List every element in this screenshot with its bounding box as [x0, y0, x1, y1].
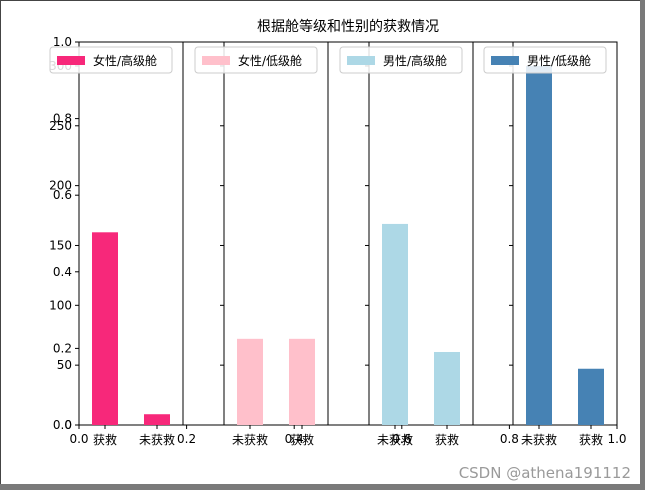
legend-label: 男性/高级舱 [383, 53, 447, 68]
outer-y-tick-label: 0.8 [53, 112, 72, 126]
outer-y-tick-label: 0.2 [53, 341, 72, 355]
bar [434, 351, 460, 425]
y-tick-label: 50 [57, 358, 72, 372]
legend-box [339, 46, 463, 74]
subplot-1: 050100150200250300获救未获救女性/高级舱 [49, 42, 184, 447]
subplot-4: 未获救 获救 男性/低级舱 [483, 42, 618, 447]
outer-y-tick-label: 0.6 [53, 188, 72, 202]
outer-y-tick-label: 0.0 [53, 418, 72, 432]
watermark: CSDN @athena191112 [458, 464, 631, 482]
bar [237, 338, 263, 425]
bar [144, 414, 170, 425]
subplot-3: 未获救 获救 男性/高级舱 [339, 42, 474, 447]
legend-swatch [347, 56, 375, 65]
outer-y-tick-label: 1.0 [53, 35, 72, 49]
window-frame-bottom [0, 484, 645, 490]
x-tick-label: 获救 [435, 432, 459, 447]
legend-box [483, 46, 607, 74]
y-tick-label: 0 [64, 418, 72, 432]
legend-swatch [57, 56, 85, 65]
legend-swatch [491, 56, 519, 65]
outer-x-tick-label: 0.6 [392, 432, 411, 446]
legend-label: 女性/低级舱 [238, 53, 302, 68]
legend-label: 女性/高级舱 [93, 53, 157, 68]
x-tick-label: 未获救 [377, 432, 413, 447]
legend-swatch [202, 56, 230, 65]
legend-box [194, 46, 318, 74]
bar [92, 232, 118, 425]
x-tick-label: 获救 [290, 432, 314, 447]
bar [289, 338, 315, 425]
y-tick-label: 100 [49, 298, 72, 312]
bar [382, 223, 408, 425]
outer-x-tick-label: 0.4 [285, 432, 304, 446]
x-tick-label: 获救 [93, 432, 117, 447]
outer-x-tick-label: 0.0 [69, 432, 88, 446]
outer-y-tick-label: 0.4 [53, 265, 72, 279]
outer-x-tick-label: 0.2 [177, 432, 196, 446]
y-tick-label: 150 [49, 238, 72, 252]
bar [526, 65, 552, 425]
x-tick-label: 未获救 [521, 432, 557, 447]
y-tick-label: 200 [49, 179, 72, 193]
outer-x-tick-label: 1.0 [607, 432, 626, 446]
chart-title: 根据舱等级和性别的获救情况 [257, 18, 439, 35]
legend-label: 男性/低级舱 [527, 54, 591, 68]
x-tick-label: 未获救 [139, 432, 175, 447]
window-frame-right [640, 0, 645, 490]
x-tick-label: 未获救 [232, 432, 268, 447]
subplot-2: 未获救 获救 女性/低级舱 [194, 42, 329, 447]
legend-box [49, 46, 173, 74]
x-tick-label: 获救 [579, 432, 603, 447]
y-tick-label: 250 [49, 119, 72, 133]
outer-x-tick-label: 0.8 [500, 432, 519, 446]
bar [578, 368, 604, 425]
